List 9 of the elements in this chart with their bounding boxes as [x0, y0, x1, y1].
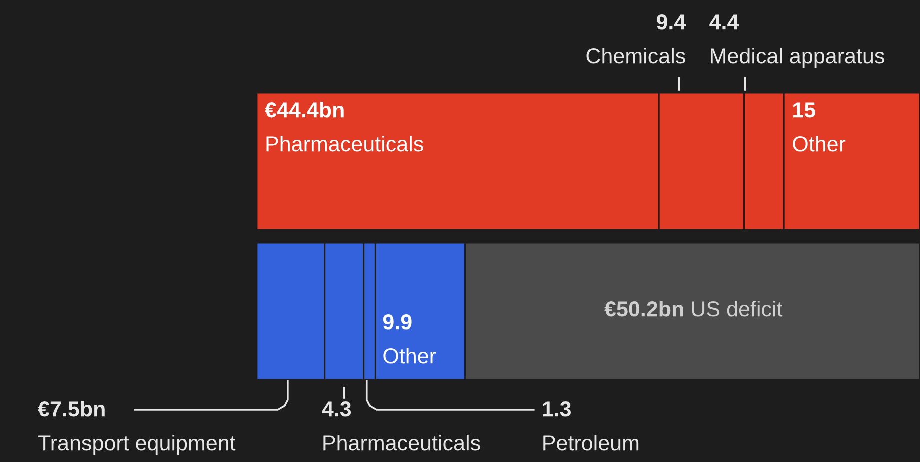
data-label: €44.4bn Pharmaceuticals [265, 102, 424, 152]
data-label: €7.5bn Transport equipment [38, 400, 236, 456]
data-label: 1.3 Petroleum [543, 402, 639, 451]
data-label: 9.9 Other [383, 314, 436, 364]
data-label: 4.3 Pharmaceuticals [322, 402, 480, 451]
data-label: 15 Other [793, 102, 846, 152]
data-label: 9.4 Chemicals [586, 14, 686, 64]
data-label: €50.2bn US deficit [604, 300, 783, 317]
data-label: 4.4 Medical apparatus [710, 14, 884, 68]
